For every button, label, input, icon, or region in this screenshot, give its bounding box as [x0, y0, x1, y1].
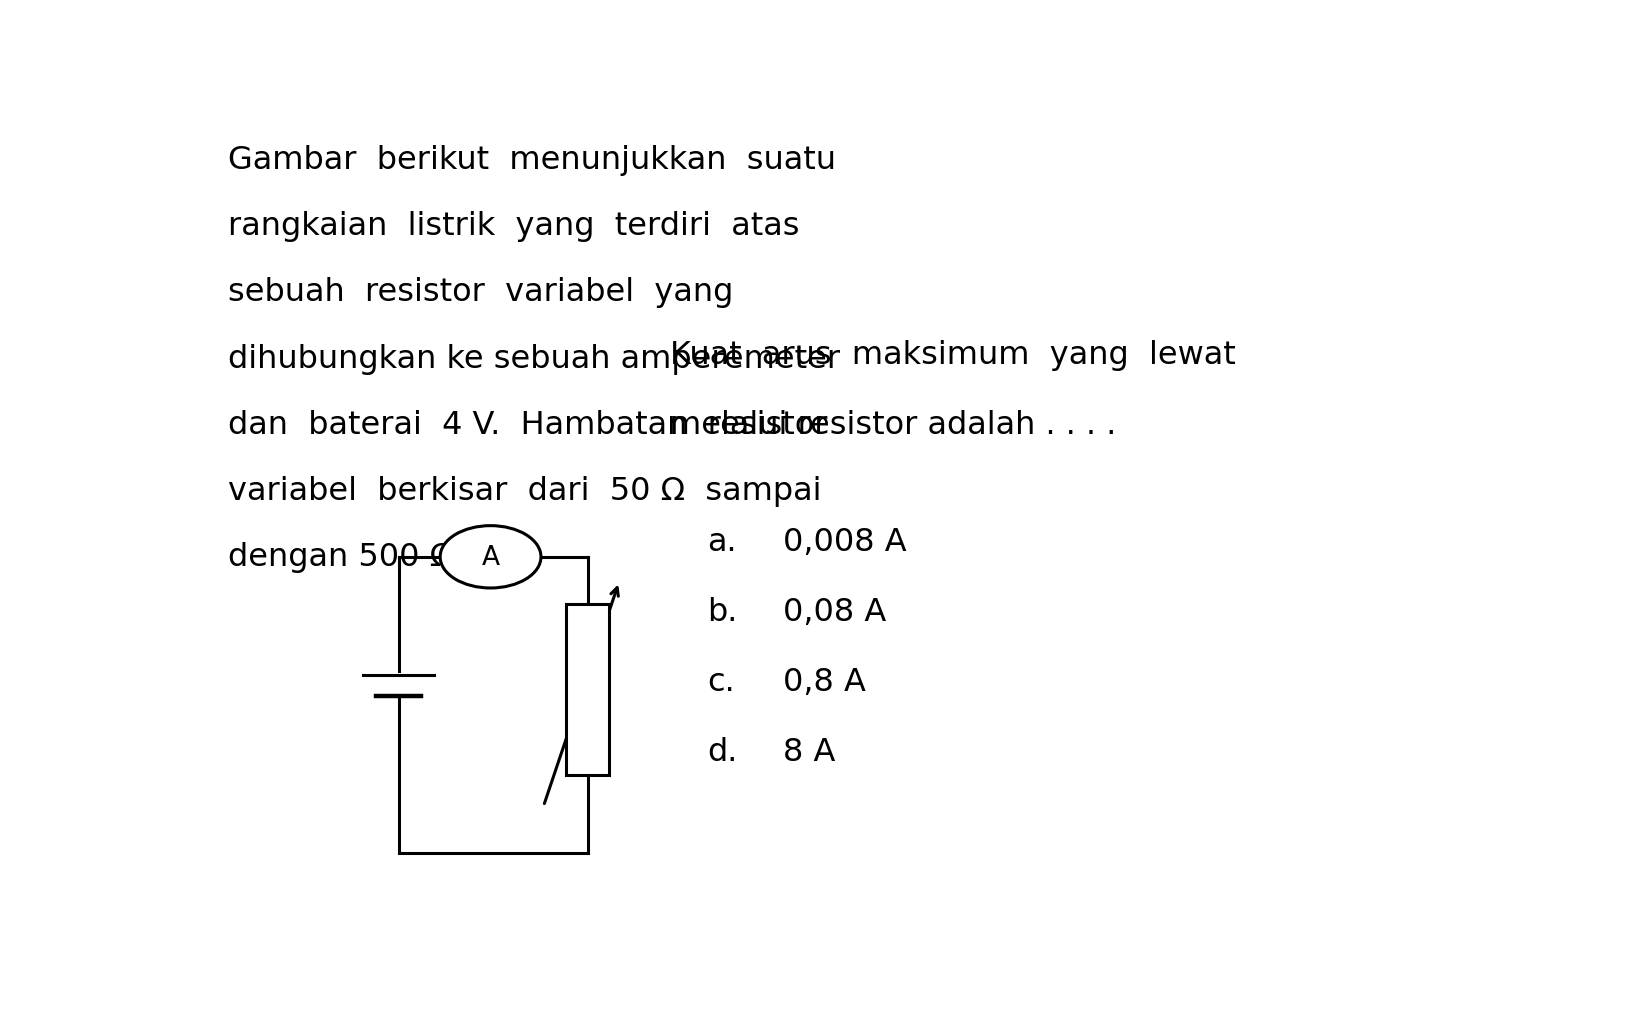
Circle shape [441, 526, 541, 588]
Text: rangkaian  listrik  yang  terdiri  atas: rangkaian listrik yang terdiri atas [228, 211, 800, 242]
Text: 0,8 A: 0,8 A [784, 666, 865, 698]
Text: dan  baterai  4 V.  Hambatan  resistor: dan baterai 4 V. Hambatan resistor [228, 409, 828, 441]
Text: sebuah  resistor  variabel  yang: sebuah resistor variabel yang [228, 277, 733, 308]
Bar [566, 604, 610, 775]
Text: A: A [481, 544, 499, 570]
Text: 8 A: 8 A [784, 736, 836, 767]
Text: c.: c. [707, 666, 735, 698]
Text: 0,08 A: 0,08 A [784, 596, 886, 627]
Text: b.: b. [707, 596, 738, 627]
Text: 0,008 A: 0,008 A [784, 526, 907, 557]
Text: variabel  berkisar  dari  50 Ω  sampai: variabel berkisar dari 50 Ω sampai [228, 475, 823, 507]
Text: dengan 500 Ω.: dengan 500 Ω. [228, 542, 465, 572]
Text: melalui resistor adalah . . . .: melalui resistor adalah . . . . [670, 409, 1115, 441]
Text: d.: d. [707, 736, 738, 767]
Text: Kuat  arus  maksimum  yang  lewat: Kuat arus maksimum yang lewat [670, 340, 1236, 370]
Text: dihubungkan ke sebuah amperemeter: dihubungkan ke sebuah amperemeter [228, 343, 841, 374]
Text: a.: a. [707, 526, 737, 557]
Text: Gambar  berikut  menunjukkan  suatu: Gambar berikut menunjukkan suatu [228, 145, 836, 176]
